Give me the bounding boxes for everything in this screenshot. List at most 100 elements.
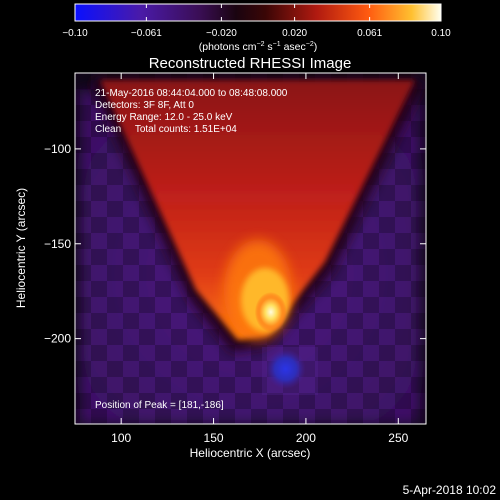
texture-cell xyxy=(75,265,91,281)
texture-cell xyxy=(75,233,91,249)
texture-cell xyxy=(75,137,91,153)
x-tick-label: 100 xyxy=(111,431,131,445)
texture-cell xyxy=(267,393,283,409)
texture-cell xyxy=(379,281,395,297)
colorbar-tick-label: −0.061 xyxy=(131,28,162,39)
texture-cell xyxy=(347,345,363,361)
texture-cell xyxy=(123,281,139,297)
texture-cell xyxy=(139,393,155,409)
texture-cell xyxy=(91,313,107,329)
texture-cell xyxy=(363,201,379,217)
texture-cell xyxy=(379,377,395,393)
texture-cell xyxy=(75,105,91,121)
colorbar-ramp xyxy=(74,3,442,22)
texture-cell xyxy=(203,393,219,409)
texture-cell xyxy=(187,313,203,329)
texture-cell xyxy=(363,329,379,345)
texture-cell xyxy=(331,329,347,345)
texture-cell xyxy=(107,361,123,377)
texture-cell xyxy=(379,409,395,424)
texture-cell xyxy=(91,409,107,424)
texture-cell xyxy=(123,409,139,424)
colorbar: −0.10 −0.061 −0.020 0.020 0.061 0.10 (photons… xyxy=(62,3,451,53)
texture-cell xyxy=(411,249,426,265)
texture-cell xyxy=(203,329,219,345)
texture-cell xyxy=(395,169,411,185)
texture-cell xyxy=(347,313,363,329)
x-tick-label: 150 xyxy=(204,431,224,445)
texture-cell xyxy=(219,377,235,393)
texture-cell xyxy=(75,393,91,409)
texture-cell xyxy=(315,313,331,329)
texture-cell xyxy=(139,297,155,313)
texture-cell xyxy=(411,409,426,424)
texture-cell xyxy=(411,313,426,329)
texture-cell xyxy=(75,297,91,313)
texture-cell xyxy=(139,329,155,345)
texture-cell xyxy=(363,361,379,377)
texture-cell xyxy=(107,393,123,409)
annotation-line: Energy Range: 12.0 - 25.0 keV xyxy=(95,112,233,123)
texture-cell xyxy=(315,345,331,361)
peak-position-label: Position of Peak = [181,-186] xyxy=(95,400,224,411)
y-tick-label: −200 xyxy=(44,332,71,346)
texture-cell xyxy=(91,153,107,169)
texture-cell xyxy=(395,361,411,377)
texture-cell xyxy=(139,265,155,281)
colorbar-unit-label: (photons cm−2 s−1 asec−2) xyxy=(199,41,318,53)
texture-cell xyxy=(411,185,426,201)
texture-cell xyxy=(251,345,267,361)
annotation-block: 21-May-2016 08:44:04.000 to 08:48:08.000… xyxy=(95,88,288,135)
texture-cell xyxy=(299,329,315,345)
texture-cell xyxy=(347,281,363,297)
texture-cell xyxy=(123,249,139,265)
y-tick-label: −150 xyxy=(44,237,71,251)
texture-cell xyxy=(283,409,299,424)
texture-cell xyxy=(347,249,363,265)
chart-title: Reconstructed RHESSI Image xyxy=(149,55,352,72)
texture-cell xyxy=(107,265,123,281)
texture-cell xyxy=(139,233,155,249)
negative-source-halo xyxy=(262,347,318,395)
texture-cell xyxy=(331,393,347,409)
colorbar-tick-label: 0.061 xyxy=(357,28,382,39)
texture-cell xyxy=(395,137,411,153)
texture-cell xyxy=(123,377,139,393)
x-axis: 100 150 200 250 xyxy=(111,73,409,445)
texture-cell xyxy=(235,393,251,409)
x-tick-label: 200 xyxy=(296,431,316,445)
texture-cell xyxy=(187,377,203,393)
texture-cell xyxy=(91,281,107,297)
texture-cell xyxy=(395,201,411,217)
texture-cell xyxy=(171,393,187,409)
texture-cell xyxy=(411,281,426,297)
texture-cell xyxy=(331,265,347,281)
texture-cell xyxy=(107,201,123,217)
texture-cell xyxy=(75,201,91,217)
texture-cell xyxy=(91,249,107,265)
texture-cell xyxy=(251,409,267,424)
texture-cell xyxy=(379,313,395,329)
texture-cell xyxy=(91,121,107,137)
texture-cell xyxy=(411,121,426,137)
annotation-line: Clean Total counts: 1.51E+04 xyxy=(95,124,237,135)
texture-cell xyxy=(91,185,107,201)
y-tick-label: −100 xyxy=(44,142,71,156)
y-axis-label: Heliocentric Y (arcsec) xyxy=(14,188,28,308)
negative-source xyxy=(265,348,306,389)
texture-cell xyxy=(251,377,267,393)
texture-cell xyxy=(123,217,139,233)
texture-cell xyxy=(155,313,171,329)
texture-cell xyxy=(379,345,395,361)
texture-cell xyxy=(171,361,187,377)
texture-cell xyxy=(411,217,426,233)
annotation-line: 21-May-2016 08:44:04.000 to 08:48:08.000 xyxy=(95,88,288,99)
colorbar-tick-label: −0.10 xyxy=(62,28,88,39)
texture-cell xyxy=(107,297,123,313)
texture-cell xyxy=(91,377,107,393)
texture-cell xyxy=(123,313,139,329)
texture-cell xyxy=(379,217,395,233)
texture-cell xyxy=(347,409,363,424)
date-stamp: 5-Apr-2018 10:02 xyxy=(403,483,497,497)
